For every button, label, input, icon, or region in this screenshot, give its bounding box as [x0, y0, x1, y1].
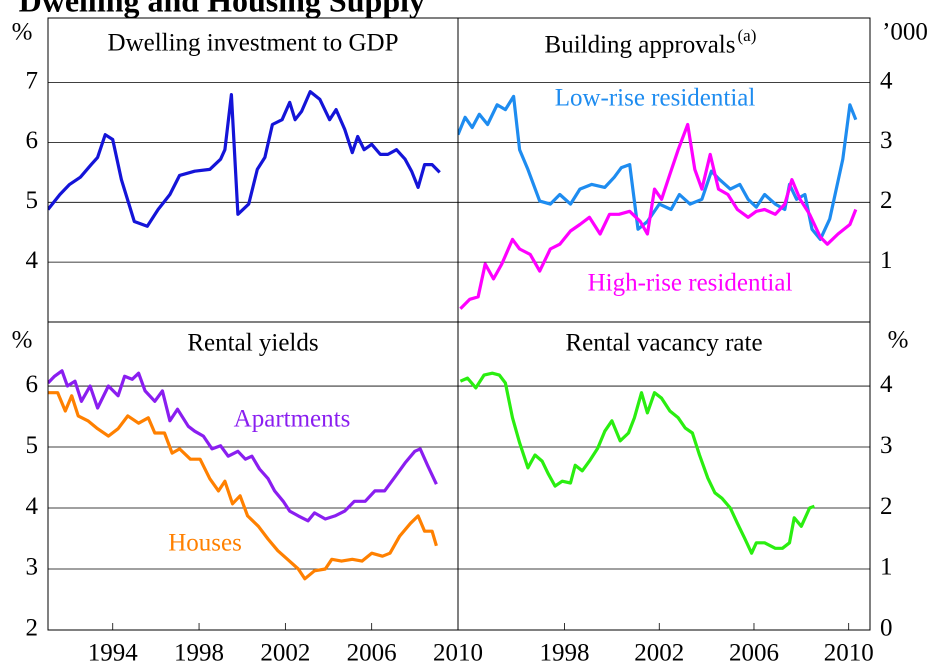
x-tick-label: 2010	[824, 640, 874, 667]
page-title: Dwelling and Housing Supply	[19, 0, 425, 18]
panel-title: Dwelling investment to GDP	[108, 30, 399, 57]
axis-unit: %	[12, 19, 33, 46]
x-tick-label: 1994	[88, 640, 139, 667]
series-line	[458, 94, 858, 241]
series-line	[459, 371, 815, 555]
panel-title: Rental vacancy rate	[565, 330, 762, 357]
series-line	[48, 369, 438, 523]
y-tick-label: 5	[26, 432, 39, 459]
y-tick-label: 4	[880, 371, 893, 398]
y-tick-label: 5	[26, 187, 39, 214]
x-tick-label: 1998	[174, 640, 224, 667]
y-tick-label: 3	[26, 554, 39, 581]
axis-unit: ’000	[882, 19, 928, 46]
x-tick-label: 2006	[729, 640, 779, 667]
y-tick-label: 2	[26, 615, 39, 642]
axis-unit: %	[888, 327, 909, 354]
plot-area	[459, 371, 815, 555]
y-tick-label: 3	[880, 127, 893, 154]
panel-frame	[457, 321, 871, 631]
series-label: High-rise residential	[588, 270, 793, 297]
y-tick-label: 6	[26, 127, 39, 154]
x-tick-label: 2002	[260, 640, 310, 667]
y-tick-label: 4	[26, 247, 39, 274]
panel-title-note: (a)	[737, 26, 756, 45]
y-tick-label: 1	[880, 554, 893, 581]
y-tick-label: 6	[26, 371, 39, 398]
y-tick-label: 0	[880, 615, 893, 642]
panel-title: Building approvals	[545, 32, 736, 59]
y-tick-label: 2	[880, 187, 893, 214]
y-tick-label: 3	[880, 432, 893, 459]
series-line	[48, 90, 441, 228]
plot-area	[458, 94, 858, 310]
series-label: Apartments	[234, 406, 351, 433]
y-tick-label: 4	[26, 493, 39, 520]
y-tick-label: 4	[880, 67, 893, 94]
plot-area	[48, 369, 438, 581]
x-tick-label: 1998	[540, 640, 590, 667]
series-line	[459, 122, 858, 310]
y-tick-label: 7	[26, 67, 39, 94]
axis-unit: %	[12, 327, 33, 354]
series-label: Low-rise residential	[555, 85, 756, 112]
panel-title: Rental yields	[187, 330, 318, 357]
series-line	[48, 391, 438, 581]
x-tick-label: 2002	[634, 640, 684, 667]
plot-area	[48, 90, 441, 228]
y-tick-label: 1	[880, 247, 893, 274]
panel-frame	[47, 17, 459, 323]
series-label: Houses	[168, 530, 242, 557]
y-tick-label: 2	[880, 493, 893, 520]
x-tick-label: 2010	[433, 640, 483, 667]
x-tick-label: 2006	[347, 640, 397, 667]
